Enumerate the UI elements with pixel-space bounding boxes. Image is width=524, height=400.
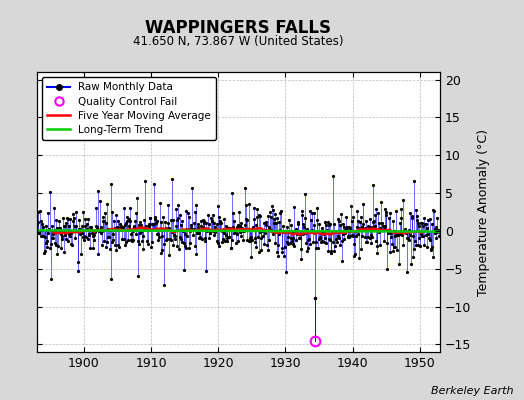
Y-axis label: Temperature Anomaly (°C): Temperature Anomaly (°C) [477,128,490,296]
Text: 41.650 N, 73.867 W (United States): 41.650 N, 73.867 W (United States) [133,35,344,48]
Title: WAPPINGERS FALLS: WAPPINGERS FALLS [146,19,331,37]
Text: Berkeley Earth: Berkeley Earth [431,386,514,396]
Legend: Raw Monthly Data, Quality Control Fail, Five Year Moving Average, Long-Term Tren: Raw Monthly Data, Quality Control Fail, … [42,77,216,140]
